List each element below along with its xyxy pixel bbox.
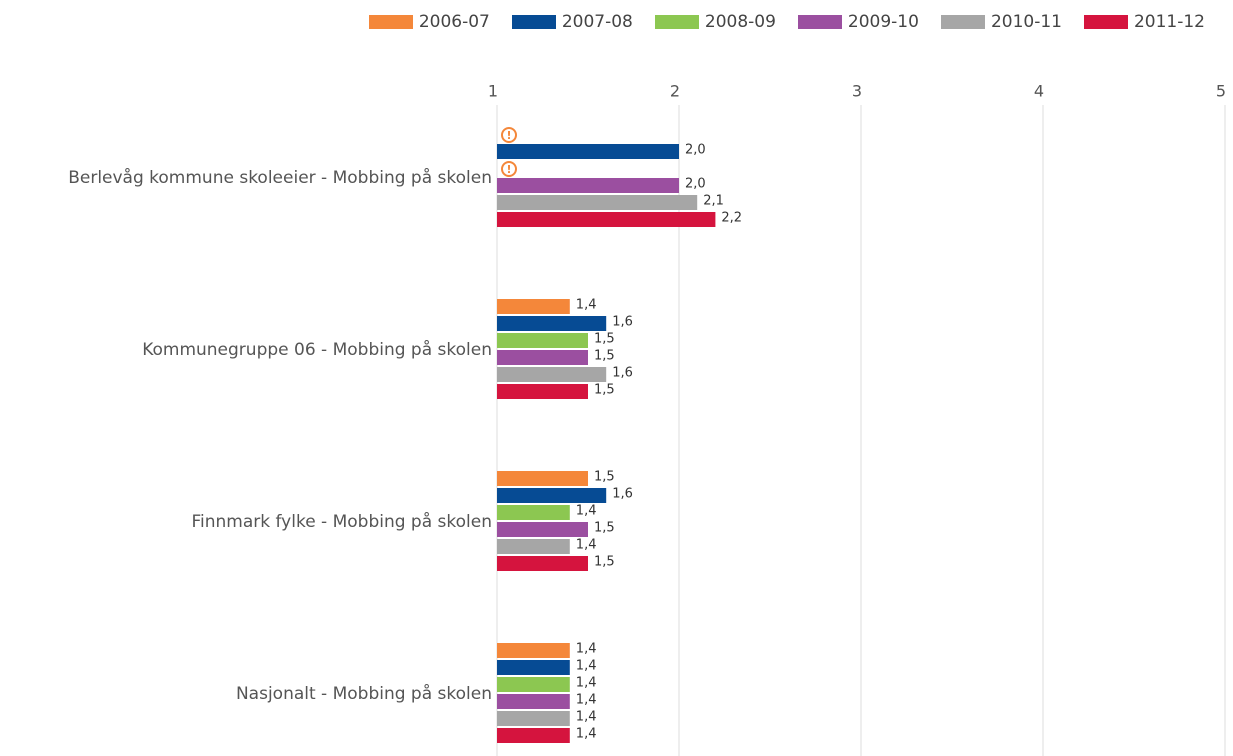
bar: [497, 660, 570, 675]
legend-label: 2006-07: [418, 12, 490, 32]
bar: [497, 384, 588, 399]
warning-mark: !: [506, 163, 511, 176]
legend-item: 2010-11: [940, 12, 1062, 32]
value-label: 2,0: [685, 177, 706, 192]
category-label: Berlevåg kommune skoleeier - Mobbing på …: [68, 168, 492, 188]
value-label: 1,5: [594, 555, 615, 570]
value-label: 1,5: [594, 470, 615, 485]
legend-label: 2011-12: [1133, 12, 1205, 32]
category-label: Kommunegruppe 06 - Mobbing på skolen: [142, 340, 492, 360]
value-label: 1,5: [594, 521, 615, 536]
bar: [497, 144, 679, 159]
value-label: 1,5: [594, 332, 615, 347]
x-tick-label: 2: [670, 82, 680, 101]
bar: [497, 728, 570, 743]
legend-item: 2006-07: [368, 12, 490, 32]
legend-label: 2007-08: [561, 12, 633, 32]
legend-swatch: [368, 15, 413, 29]
legend-swatch: [1083, 15, 1128, 29]
bar: [497, 522, 588, 537]
value-label: 2,1: [703, 194, 724, 209]
value-label: 1,6: [612, 487, 633, 502]
value-label: 1,4: [576, 642, 597, 657]
category-label: Finnmark fylke - Mobbing på skolen: [191, 512, 492, 532]
bar: [497, 694, 570, 709]
bar: [497, 350, 588, 365]
bar: [497, 299, 570, 314]
x-tick-label: 3: [852, 82, 862, 101]
warning-icon: [501, 127, 517, 143]
legend-label: 2010-11: [990, 12, 1062, 32]
legend-item: 2009-10: [797, 12, 919, 32]
bar: [497, 212, 716, 227]
bar: [497, 316, 607, 331]
value-label: 1,4: [576, 710, 597, 725]
warning-mark: !: [506, 129, 511, 142]
category-label: Nasjonalt - Mobbing på skolen: [235, 684, 492, 704]
bar: [497, 333, 588, 348]
value-label: 1,4: [576, 298, 597, 313]
value-label: 1,6: [612, 315, 633, 330]
legend-label: 2009-10: [847, 12, 919, 32]
legend-item: 2008-09: [654, 12, 776, 32]
warning-icon: [501, 161, 517, 177]
legend-swatch: [940, 15, 985, 29]
bar: [497, 677, 570, 692]
legend-swatch: [797, 15, 842, 29]
bar: [497, 178, 679, 193]
legend-item: 2011-12: [1083, 12, 1205, 32]
value-label: 1,4: [576, 693, 597, 708]
x-tick-label: 4: [1034, 82, 1044, 101]
bar: [497, 711, 570, 726]
legend-swatch: [511, 15, 556, 29]
bar: [497, 643, 570, 658]
legend: 2006-07 2007-08 2008-09 2009-10 2010-11 2011-…: [368, 12, 1205, 32]
bar: [497, 488, 607, 503]
value-label: 2,2: [721, 211, 742, 226]
x-tick-label: 5: [1216, 82, 1226, 101]
bar: [497, 505, 570, 520]
bar: [497, 556, 588, 571]
bar: [497, 471, 588, 486]
value-label: 1,5: [594, 383, 615, 398]
x-tick-label: 1: [488, 82, 498, 101]
bar: [497, 367, 607, 382]
value-label: 1,4: [576, 727, 597, 742]
legend-label: 2008-09: [704, 12, 776, 32]
value-label: 1,5: [594, 349, 615, 364]
value-label: 1,4: [576, 659, 597, 674]
value-label: 1,4: [576, 504, 597, 519]
legend-item: 2007-08: [511, 12, 633, 32]
value-label: 2,0: [685, 143, 706, 158]
bar: [497, 539, 570, 554]
value-label: 1,6: [612, 366, 633, 381]
bar: [497, 195, 698, 210]
legend-swatch: [654, 15, 699, 29]
value-label: 1,4: [576, 676, 597, 691]
value-label: 1,4: [576, 538, 597, 553]
